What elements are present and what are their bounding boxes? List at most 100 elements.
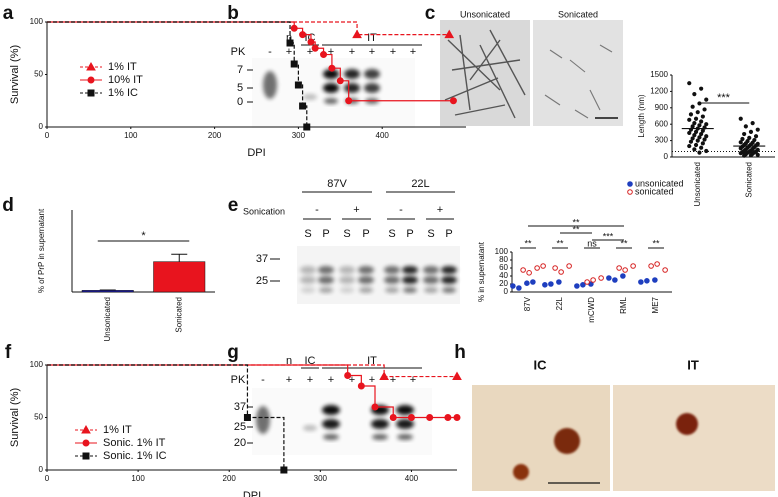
marker xyxy=(243,414,251,421)
panel-letter: f xyxy=(5,342,12,363)
blot-band xyxy=(364,69,380,79)
mw-marker: 25 xyxy=(256,275,268,287)
data-point xyxy=(620,273,626,279)
fraction: P xyxy=(362,228,369,240)
y-tick-label: 20 xyxy=(499,279,508,288)
data-point xyxy=(542,282,548,288)
blot-band xyxy=(402,266,418,274)
marker xyxy=(453,414,461,421)
blot xyxy=(297,246,460,304)
blot-band xyxy=(396,419,414,429)
data-point xyxy=(526,270,532,276)
marker xyxy=(82,439,90,447)
mw-marker: 37 xyxy=(256,253,268,265)
blot-band xyxy=(372,434,388,440)
data-point xyxy=(742,131,747,137)
y-tick-label: 1200 xyxy=(650,87,668,96)
blot-band xyxy=(371,419,389,429)
panel-letter: a xyxy=(3,3,14,24)
data-point xyxy=(697,150,702,155)
blot-band xyxy=(300,266,316,274)
data-point xyxy=(704,122,709,127)
fibrils xyxy=(544,44,613,119)
data-point xyxy=(652,277,658,283)
data-point xyxy=(692,147,697,152)
data-point xyxy=(699,145,704,150)
x-tick-label: 400 xyxy=(405,474,419,483)
data-point xyxy=(530,279,536,285)
y-tick-label: 1500 xyxy=(650,70,668,79)
sonication-sign: + xyxy=(437,204,443,216)
blot-band xyxy=(318,276,334,284)
blot-band xyxy=(384,266,400,274)
fraction: P xyxy=(406,228,413,240)
y-tick-label: 50 xyxy=(34,413,43,422)
data-point xyxy=(566,263,572,269)
x-tick-label: 100 xyxy=(124,131,138,140)
data-point xyxy=(693,116,699,121)
data-point xyxy=(524,280,530,287)
mw-marker: 0 xyxy=(237,96,243,108)
plaque xyxy=(513,464,529,480)
fraction: S xyxy=(343,228,350,240)
data-point xyxy=(520,267,526,273)
x-tick-label: 22L xyxy=(555,296,564,310)
blot-band xyxy=(441,276,457,284)
data-point xyxy=(693,142,699,148)
y-tick-label: 100 xyxy=(495,247,509,256)
legend-marker xyxy=(627,189,633,195)
data-point xyxy=(606,275,612,281)
blot-band xyxy=(263,71,277,99)
legend-marker xyxy=(627,181,633,187)
marker xyxy=(303,123,311,131)
data-point xyxy=(598,275,604,281)
significance-label: *** xyxy=(717,92,731,104)
marker xyxy=(290,24,298,32)
data-point xyxy=(548,281,554,287)
data-point xyxy=(699,131,704,137)
y-axis-label: % in supernatant xyxy=(477,241,486,302)
legend-label: sonicated xyxy=(635,186,674,196)
x-tick-label: 0 xyxy=(45,131,50,140)
data-point xyxy=(702,107,707,112)
data-point xyxy=(738,146,743,151)
data-point xyxy=(516,285,522,291)
data-point xyxy=(638,279,644,285)
pk-sign: + xyxy=(307,46,313,58)
plaque xyxy=(554,428,580,454)
fraction: P xyxy=(445,228,452,240)
x-tick-label: 300 xyxy=(292,131,306,140)
data-point xyxy=(662,267,668,273)
blot-band xyxy=(339,266,355,274)
marker xyxy=(81,424,91,434)
blot-band xyxy=(324,98,338,104)
data-point xyxy=(690,124,695,129)
marker xyxy=(407,414,415,421)
blot-band xyxy=(384,276,400,284)
x-tick-label: 0 xyxy=(45,474,50,483)
significance-label: ** xyxy=(556,238,564,248)
legend-label: 1% IT xyxy=(108,61,137,73)
panel-letter: c xyxy=(425,3,436,24)
blot-band xyxy=(322,405,340,415)
pk-sign: + xyxy=(369,374,375,386)
marker xyxy=(352,29,362,39)
x-tick-label: 87V xyxy=(523,296,532,311)
x-tick-label: RML xyxy=(619,296,628,313)
data-point xyxy=(687,117,692,122)
data-point xyxy=(692,121,697,126)
data-point xyxy=(644,278,650,284)
y-tick-label: 900 xyxy=(655,103,669,112)
y-axis-label: % of PrP in supernatant xyxy=(37,208,46,293)
pk-sign: - xyxy=(268,46,272,58)
data-point xyxy=(755,152,760,157)
sonication-sign: + xyxy=(353,204,359,216)
marker xyxy=(82,452,90,460)
data-point xyxy=(648,263,654,269)
sonication-sign: - xyxy=(399,204,403,216)
marker xyxy=(452,371,462,381)
marker xyxy=(87,76,95,84)
pk-label: PK xyxy=(231,46,246,58)
x-tick-label: ME7 xyxy=(651,296,660,313)
data-point xyxy=(700,141,705,146)
